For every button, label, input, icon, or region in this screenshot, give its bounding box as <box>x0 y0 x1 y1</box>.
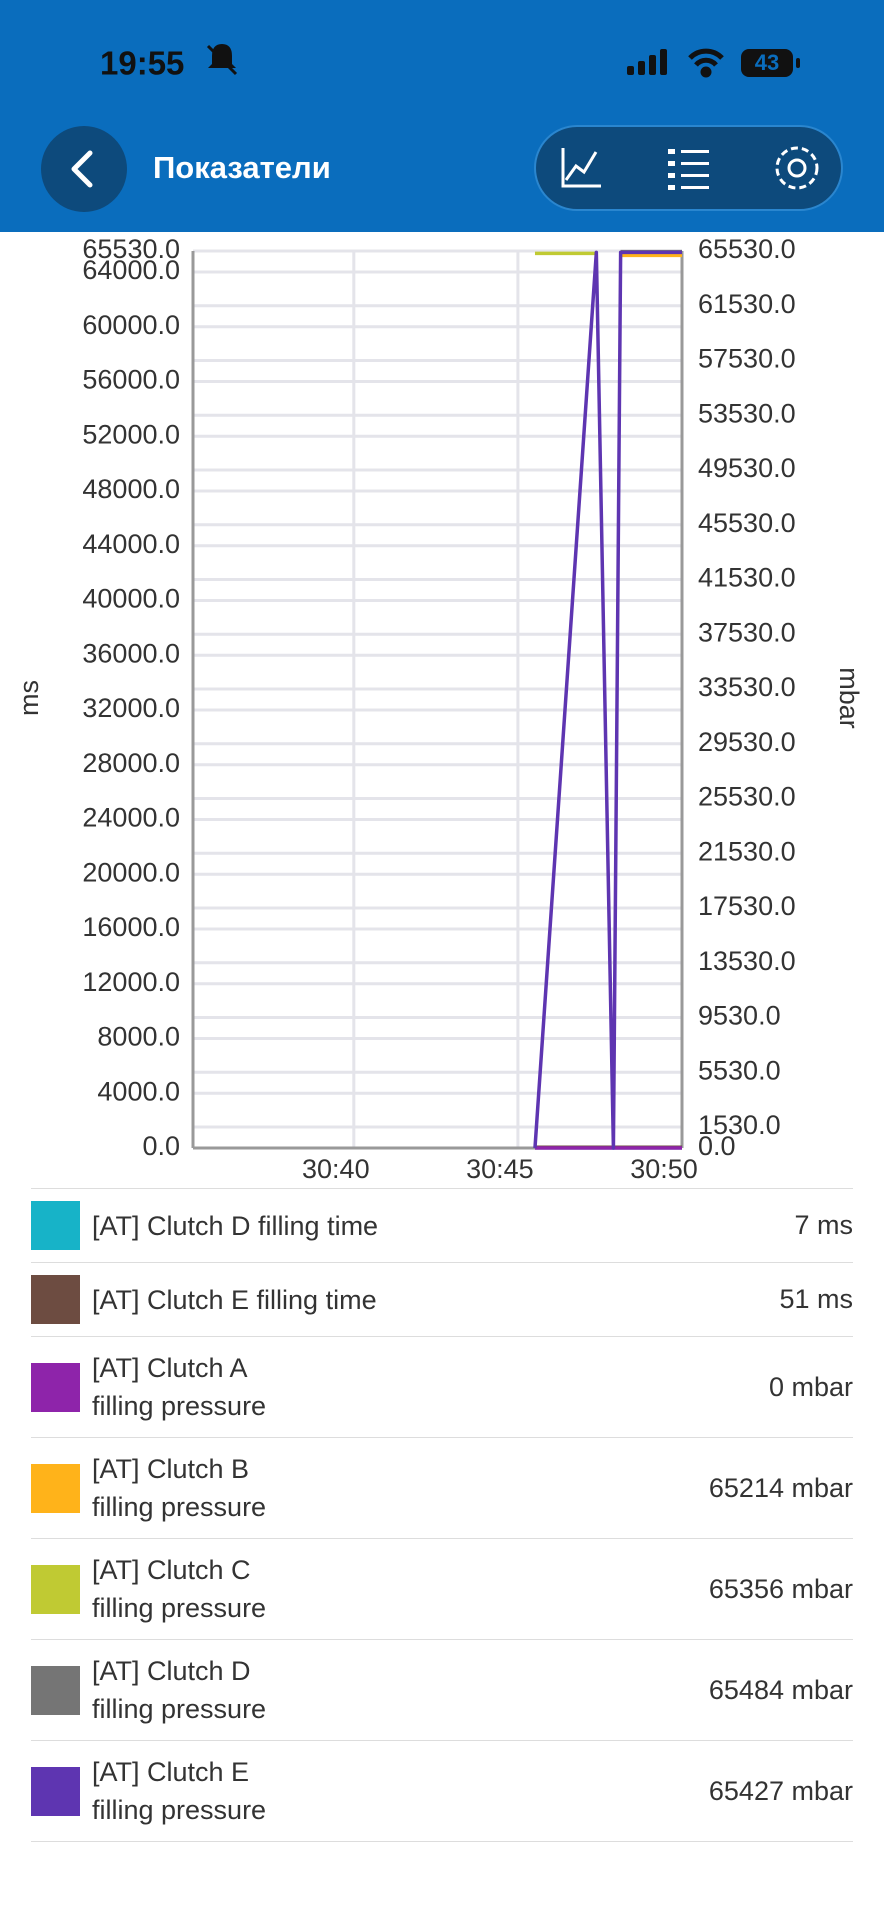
legend-row: [AT] Clutch E filling time 51 ms <box>31 1263 853 1337</box>
legend-swatch <box>31 1463 80 1513</box>
current-value: 65214 mbar <box>708 1472 853 1503</box>
current-value: 65484 mbar <box>708 1674 853 1705</box>
y2-tick-label: 37530.0 <box>698 617 796 647</box>
legend: [AT] Clutch D filling time 7 ms [AT] Clutc… <box>31 1188 853 1842</box>
y-tick-label: 48000.0 <box>82 474 180 504</box>
y2-tick-label: 13530.0 <box>698 946 796 976</box>
y2-tick-label: 33530.0 <box>698 672 796 702</box>
y2-tick-label: 17530.0 <box>698 891 796 921</box>
legend-name: [AT] Clutch A filling pressure <box>92 1353 267 1421</box>
legend-name: [AT] Clutch B filling pressure <box>92 1454 267 1522</box>
current-value: 0 mbar <box>768 1371 853 1402</box>
y2-tick-label: 65530.0 <box>698 234 796 264</box>
y-tick-label: 56000.0 <box>82 365 180 395</box>
y-tick-label: 20000.0 <box>82 857 180 887</box>
toolbar <box>534 125 843 211</box>
header-graphics: 19:55 43 Показатели <box>41 44 843 212</box>
legend-row: [AT] Clutch D filling time 7 ms <box>31 1189 853 1263</box>
y-tick-label: 24000.0 <box>82 803 180 833</box>
y2-tick-label: 0.0 <box>698 1131 736 1161</box>
y2-tick-label: 61530.0 <box>698 289 796 319</box>
legend-swatch <box>31 1362 80 1412</box>
legend-row: [AT] Clutch E filling pressure 65427 mbar <box>31 1741 853 1842</box>
legend-name: [AT] Clutch E filling pressure <box>92 1757 267 1825</box>
legend-row: [AT] Clutch A filling pressure 0 mbar <box>31 1337 853 1438</box>
battery-body <box>741 49 793 77</box>
silent-icon <box>206 44 238 76</box>
current-value: 65427 mbar <box>708 1775 853 1806</box>
legend-name: [AT] Clutch D filling pressure <box>92 1656 267 1724</box>
y-tick-label: 60000.0 <box>82 310 180 340</box>
legend-row: [AT] Clutch D filling pressure 65484 mbar <box>31 1640 853 1741</box>
chart-view-button[interactable] <box>561 148 601 188</box>
y-tick-label: 16000.0 <box>82 912 180 942</box>
y-tick-label: 52000.0 <box>82 419 180 449</box>
y-tick-label: 4000.0 <box>97 1076 180 1106</box>
legend-name: [AT] Clutch C filling pressure <box>92 1555 267 1623</box>
y-tick-label: 8000.0 <box>97 1022 180 1052</box>
current-value: 7 ms <box>794 1210 853 1240</box>
y2-tick-label: 53530.0 <box>698 398 796 428</box>
y-tick-label: 40000.0 <box>82 584 180 614</box>
y2-tick-label: 1530.0 <box>698 1110 781 1140</box>
y-tick-label: 65530.0 <box>82 234 180 264</box>
list-view-button[interactable] <box>668 149 709 190</box>
battery-tip <box>796 58 800 68</box>
legend-swatch <box>31 1665 80 1715</box>
y-axis-label: ms <box>14 680 44 716</box>
y2-tick-label: 5530.0 <box>698 1055 781 1085</box>
series-line <box>533 250 682 1150</box>
legend-swatch <box>31 1275 80 1324</box>
wifi-icon <box>688 48 724 78</box>
y-tick-label: 28000.0 <box>82 748 180 778</box>
legend-name: [AT] Clutch D filling time <box>92 1210 379 1241</box>
y2-tick-label: 29530.0 <box>698 727 796 757</box>
y2-tick-label: 41530.0 <box>698 563 796 593</box>
y2-tick-label: 49530.0 <box>698 453 796 483</box>
screen-title: Показатели <box>153 150 331 185</box>
x-tick-label: 30:50 <box>630 1154 698 1184</box>
y2-tick-label: 21530.0 <box>698 836 796 866</box>
y-tick-label: 36000.0 <box>82 638 180 668</box>
app-header: 19:55 43 Показатели <box>0 0 884 232</box>
battery-level: 43 <box>755 50 779 75</box>
legend-name: [AT] Clutch E filling time <box>92 1284 377 1315</box>
y-tick-label: 0.0 <box>142 1131 180 1161</box>
settings-button[interactable] <box>775 146 819 190</box>
x-tick-label: 30:40 <box>302 1154 370 1184</box>
back-button[interactable] <box>41 126 127 212</box>
legend-swatch <box>31 1201 80 1250</box>
y2-tick-label: 9530.0 <box>698 1001 781 1031</box>
y-tick-label: 64000.0 <box>82 255 180 285</box>
y2-axis-label: mbar <box>834 667 864 729</box>
legend-swatch <box>31 1766 80 1816</box>
signal-icon <box>627 49 667 75</box>
legend-swatch <box>31 1564 80 1614</box>
y-tick-label: 32000.0 <box>82 693 180 723</box>
legend-row: [AT] Clutch B filling pressure 65214 mbar <box>31 1438 853 1539</box>
chart: ms mbar 0.0 4000.0 8000.0 12000.0 16000.0 200… <box>14 234 864 1184</box>
y-tick-label: 12000.0 <box>82 967 180 997</box>
legend-row: [AT] Clutch C filling pressure 65356 mbar <box>31 1539 853 1640</box>
y-tick-label: 44000.0 <box>82 529 180 559</box>
current-value: 65356 mbar <box>708 1573 853 1604</box>
back-arrow <box>71 150 93 188</box>
y2-tick-label: 25530.0 <box>698 782 796 812</box>
x-tick-label: 30:45 <box>466 1154 534 1184</box>
y2-tick-label: 57530.0 <box>698 344 796 374</box>
status-time: 19:55 <box>100 45 184 82</box>
y2-tick-label: 45530.0 <box>698 508 796 538</box>
current-value: 51 ms <box>779 1284 853 1314</box>
